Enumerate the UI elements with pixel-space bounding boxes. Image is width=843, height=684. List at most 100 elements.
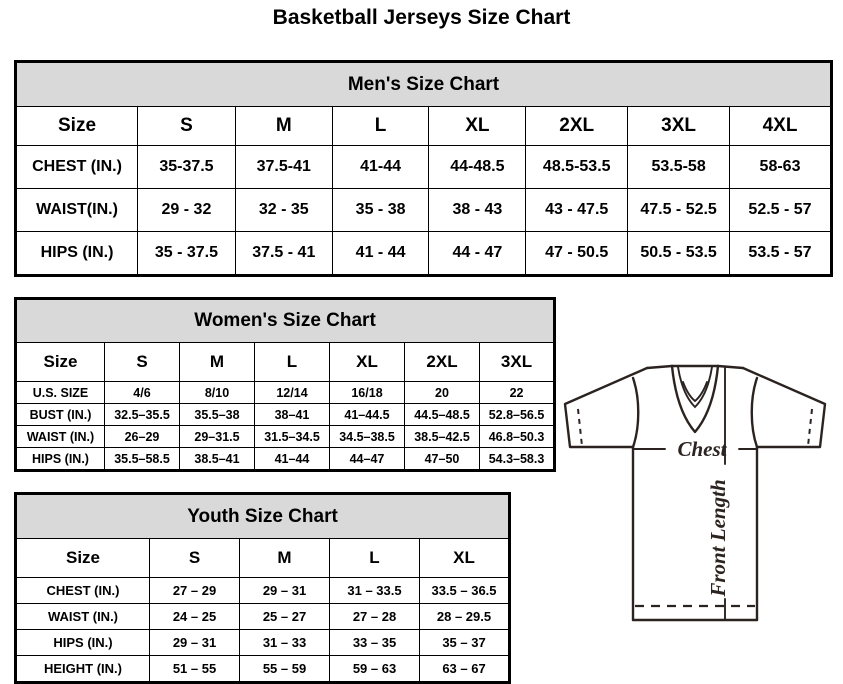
mens-chest-m: 37.5-41 (234, 145, 333, 189)
mens-waist-xl: 38 - 43 (428, 188, 527, 232)
mens-hips-s: 35 - 37.5 (137, 231, 236, 276)
table-row: HIPS (IN.) 35.5–58.5 38.5–41 41–44 44–47… (15, 447, 556, 471)
womens-waist-s: 26–29 (104, 425, 180, 448)
womens-waist-l: 31.5–34.5 (254, 425, 330, 448)
youth-size-chart-table: Youth Size Chart Size S M L XL CHEST (IN… (14, 492, 512, 684)
left-armhole (631, 376, 640, 449)
youth-hips-s: 29 – 31 (149, 629, 240, 656)
womens-header-l: L (254, 342, 330, 382)
mens-waist-m: 32 - 35 (234, 188, 333, 232)
mens-chest-3xl: 53.5-58 (627, 145, 731, 189)
table-row: WAIST (IN.) 26–29 29–31.5 31.5–34.5 34.5… (15, 425, 556, 448)
mens-chart-band-label: Men's Size Chart (15, 61, 832, 107)
right-cuff-seam (807, 408, 813, 447)
youth-waist-s: 24 – 25 (149, 603, 240, 630)
womens-waist-m: 29–31.5 (179, 425, 255, 448)
youth-hips-m: 31 – 33 (239, 629, 330, 656)
youth-header-l: L (329, 538, 420, 578)
neckline-outer-v (670, 364, 720, 434)
womens-ussize-xl: 16/18 (329, 381, 405, 404)
youth-chest-m: 29 – 31 (239, 577, 330, 604)
womens-ussize-2xl: 20 (404, 381, 480, 404)
mens-waist-l: 35 - 38 (331, 188, 430, 232)
womens-header-m: M (179, 342, 255, 382)
mens-chest-l: 41-44 (331, 145, 430, 189)
left-sleeve-outline (563, 366, 649, 449)
womens-hips-3xl: 54.3–58.3 (478, 447, 556, 471)
youth-header-m: M (239, 538, 330, 578)
youth-height-s: 51 – 55 (149, 655, 240, 683)
youth-chest-xl: 33.5 – 36.5 (418, 577, 511, 604)
mens-header-xl: XL (428, 106, 527, 146)
mens-hips-l: 41 - 44 (331, 231, 430, 276)
womens-bust-s: 32.5–35.5 (104, 403, 180, 426)
womens-hips-l: 41–44 (254, 447, 330, 471)
youth-header-xl: XL (418, 538, 511, 578)
table-row: CHEST (IN.) 27 – 29 29 – 31 31 – 33.5 33… (15, 577, 511, 604)
mens-waist-s: 29 - 32 (137, 188, 236, 232)
youth-row-label-chest: CHEST (IN.) (15, 577, 150, 604)
womens-chart-band-label: Women's Size Chart (14, 298, 556, 343)
womens-ussize-m: 8/10 (179, 381, 255, 404)
womens-header-size: Size (15, 342, 105, 382)
mens-header-s: S (137, 106, 236, 146)
youth-height-xl: 63 – 67 (418, 655, 511, 683)
womens-hips-xl: 44–47 (329, 447, 405, 471)
youth-hips-l: 33 – 35 (329, 629, 420, 656)
table-row: HIPS (IN.) 29 – 31 31 – 33 33 – 35 35 – … (15, 629, 511, 656)
mens-waist-2xl: 43 - 47.5 (525, 188, 629, 232)
mens-header-row: Size S M L XL 2XL 3XL 4XL (14, 106, 832, 146)
youth-height-l: 59 – 63 (329, 655, 420, 683)
right-armhole (750, 376, 759, 449)
womens-row-label-waist: WAIST (IN.) (15, 425, 105, 448)
womens-header-3xl: 3XL (478, 342, 556, 382)
womens-hips-m: 38.5–41 (179, 447, 255, 471)
table-row: BUST (IN.) 32.5–35.5 35.5–38 38–41 41–44… (15, 403, 556, 426)
youth-waist-xl: 28 – 29.5 (418, 603, 511, 630)
mens-header-size: Size (14, 106, 139, 146)
womens-header-row: Size S M L XL 2XL 3XL (15, 342, 556, 382)
youth-header-size: Size (15, 538, 150, 578)
youth-waist-l: 27 – 28 (329, 603, 420, 630)
mens-hips-2xl: 47 - 50.5 (525, 231, 629, 276)
womens-row-label-hips: HIPS (IN.) (15, 447, 105, 471)
womens-header-2xl: 2XL (404, 342, 480, 382)
mens-row-label-hips: HIPS (IN.) (14, 231, 139, 276)
left-cuff-seam (577, 408, 583, 447)
youth-row-label-hips: HIPS (IN.) (15, 629, 150, 656)
womens-header-xl: XL (329, 342, 405, 382)
right-shoulder-top (716, 364, 745, 370)
womens-bust-m: 35.5–38 (179, 403, 255, 426)
collar-band-inner-2 (682, 381, 708, 403)
youth-chest-l: 31 – 33.5 (329, 577, 420, 604)
mens-header-l: L (331, 106, 430, 146)
table-row: U.S. SIZE 4/6 8/10 12/14 16/18 20 22 (15, 381, 556, 404)
mens-header-3xl: 3XL (627, 106, 731, 146)
table-row: CHEST (IN.) 35-37.5 37.5-41 41-44 44-48.… (14, 145, 832, 189)
mens-band-row: Men's Size Chart (15, 61, 832, 107)
youth-row-label-waist: WAIST (IN.) (15, 603, 150, 630)
mens-chest-4xl: 58-63 (729, 145, 832, 189)
womens-row-label-bust: BUST (IN.) (15, 403, 105, 426)
mens-waist-3xl: 47.5 - 52.5 (627, 188, 731, 232)
mens-waist-4xl: 52.5 - 57 (729, 188, 832, 232)
youth-height-m: 55 – 59 (239, 655, 330, 683)
youth-hips-xl: 35 – 37 (418, 629, 511, 656)
youth-band-row: Youth Size Chart (14, 493, 511, 539)
youth-header-s: S (149, 538, 240, 578)
womens-ussize-3xl: 22 (478, 381, 556, 404)
womens-waist-2xl: 38.5–42.5 (404, 425, 480, 448)
mens-chest-xl: 44-48.5 (428, 145, 527, 189)
womens-bust-2xl: 44.5–48.5 (404, 403, 480, 426)
womens-waist-xl: 34.5–38.5 (329, 425, 405, 448)
womens-ussize-s: 4/6 (104, 381, 180, 404)
mens-header-2xl: 2XL (525, 106, 629, 146)
womens-ussize-l: 12/14 (254, 381, 330, 404)
womens-row-label-us-size: U.S. SIZE (15, 381, 105, 404)
table-row: WAIST (IN.) 24 – 25 25 – 27 27 – 28 28 –… (15, 603, 511, 630)
mens-row-label-waist: WAIST(IN.) (14, 188, 139, 232)
youth-header-row: Size S M L XL (15, 538, 511, 578)
mens-hips-4xl: 53.5 - 57 (729, 231, 832, 276)
table-row: HIPS (IN.) 35 - 37.5 37.5 - 41 41 - 44 4… (14, 231, 832, 276)
mens-header-m: M (234, 106, 333, 146)
